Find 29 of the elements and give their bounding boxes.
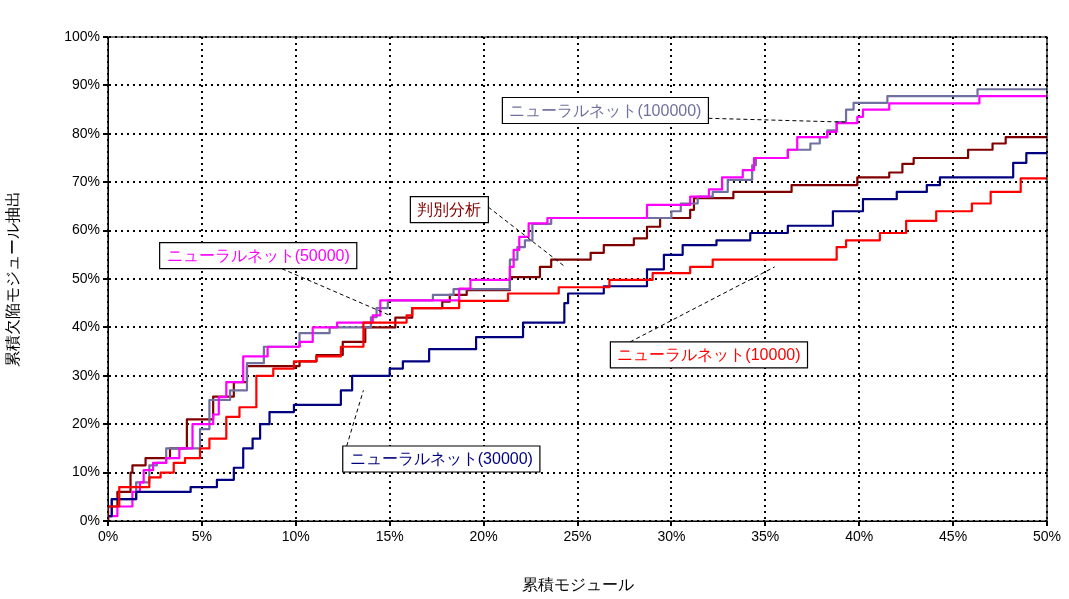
y-axis-title: 累積欠陥モジュール抽出 bbox=[4, 191, 22, 367]
text: ニューラルネット(30000) bbox=[349, 450, 533, 468]
y-tick-label: 100% bbox=[64, 27, 100, 44]
y-tick-label: 50% bbox=[71, 269, 100, 286]
x-tick-label: 50% bbox=[1032, 528, 1062, 545]
x-tick-label: 15% bbox=[375, 528, 404, 545]
y-tick-label: 40% bbox=[71, 318, 100, 335]
x-tick-label: 30% bbox=[657, 528, 686, 545]
y-tick-label: 10% bbox=[71, 463, 100, 480]
x-axis-title: 累積モジュール bbox=[521, 575, 634, 593]
x-tick-label: 10% bbox=[281, 528, 310, 545]
x-tick-label: 20% bbox=[469, 528, 498, 545]
y-tick-label: 0% bbox=[79, 511, 100, 528]
x-tick-label: 40% bbox=[845, 528, 874, 545]
y-tick-label: 20% bbox=[71, 415, 100, 432]
text: 判別分析 bbox=[417, 201, 482, 219]
y-tick-label: 80% bbox=[71, 124, 100, 141]
text: ニューラルネット(100000) bbox=[509, 101, 702, 119]
x-tick-label: 25% bbox=[563, 528, 592, 545]
y-tick-label: 30% bbox=[71, 366, 100, 383]
x-tick-label: 0% bbox=[97, 528, 119, 545]
text: ニューラルネット(50000) bbox=[166, 247, 350, 265]
x-tick-label: 45% bbox=[939, 528, 968, 545]
text: ニューラルネット(10000) bbox=[617, 346, 801, 364]
y-tick-label: 70% bbox=[71, 173, 100, 190]
x-tick-label: 35% bbox=[751, 528, 780, 545]
y-tick-label: 90% bbox=[71, 76, 100, 93]
x-tick-label: 5% bbox=[191, 528, 213, 545]
y-tick-label: 60% bbox=[71, 221, 100, 238]
